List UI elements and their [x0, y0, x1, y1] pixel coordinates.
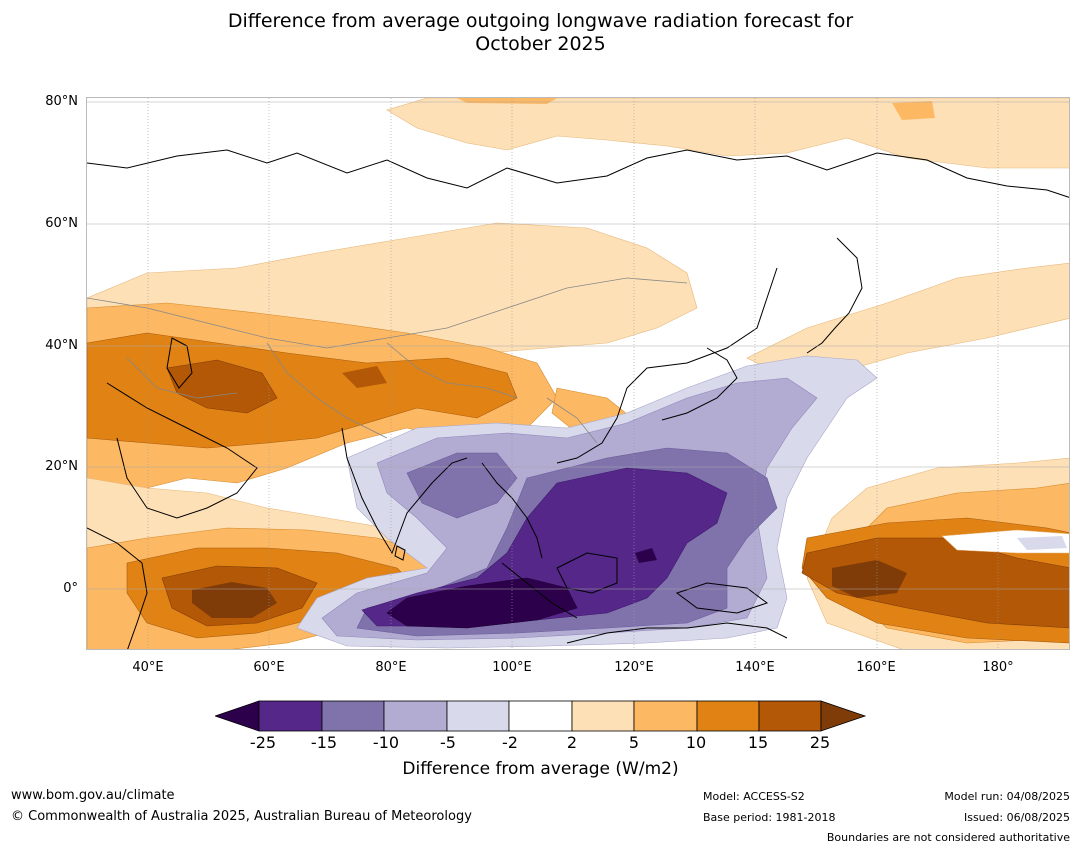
- lat-label-80n: 80°N: [45, 94, 78, 109]
- coast-sri-lanka: [394, 545, 406, 561]
- coast-caspian: [166, 337, 193, 389]
- colorbar-tick-2: 2: [566, 733, 578, 752]
- coastlines: [87, 149, 1069, 649]
- anomaly-map: [87, 98, 1069, 649]
- coast-indochina: [481, 462, 543, 559]
- title-line-1: Difference from average outgoing longwav…: [227, 10, 854, 32]
- anomaly-region-eastern-indian-ocean: [386, 577, 578, 629]
- lat-label-20n: 20°N: [45, 459, 78, 474]
- anomaly-patch-siberia-west: [457, 98, 557, 104]
- anomaly-region-philippine-sea: [406, 452, 518, 519]
- colorbar-tick-neg25: -25: [249, 733, 277, 752]
- colorbar-segment-5: [508, 700, 573, 732]
- lat-label-equator: 0°: [63, 581, 78, 596]
- chart-title: Difference from average outgoing longwav…: [0, 10, 1081, 56]
- colorbar-segment-4: [446, 700, 510, 732]
- lon-label-140e: 140°E: [735, 660, 775, 675]
- lon-label-120e: 120°E: [614, 660, 654, 675]
- colorbar-segment-1: [258, 700, 323, 732]
- colorbar-tick-5: 5: [628, 733, 640, 752]
- lon-label-60e: 60°E: [253, 660, 285, 675]
- colorbar-segment-8: [696, 700, 760, 732]
- lon-label-40e: 40°E: [132, 660, 164, 675]
- colorbar-segment-2: [321, 700, 385, 732]
- footer-issued: Issued: 06/08/2025: [963, 811, 1070, 824]
- map-panel: [86, 97, 1070, 650]
- anomaly-core-central-pacific: [832, 560, 907, 598]
- coast-japan: [661, 347, 738, 421]
- anomaly-patch-tibet-east: [342, 366, 387, 388]
- colorbar-segment-7: [633, 700, 698, 732]
- lon-label-160e: 160°E: [856, 660, 896, 675]
- anomaly-patch-pacific-lilac: [1017, 536, 1067, 550]
- lat-label-40n: 40°N: [45, 338, 78, 353]
- footer-base-period: Base period: 1981-2018: [703, 811, 836, 824]
- colorbar-label: Difference from average (W/m2): [402, 759, 679, 779]
- colorbar-segment-9: [758, 700, 822, 732]
- footer-disclaimer: Boundaries are not considered authoritat…: [826, 831, 1070, 844]
- lon-label-180: 180°: [982, 660, 1014, 675]
- anomaly-patch-siberia-east: [892, 101, 935, 120]
- title-line-2: October 2025: [475, 33, 606, 55]
- coast-east-asia: [556, 267, 778, 464]
- footer-model-run: Model run: 04/08/2025: [944, 790, 1070, 803]
- colorbar-upper-extension: [820, 700, 867, 732]
- anomaly-core-western-indian-ocean: [192, 582, 277, 618]
- coast-arabia: [106, 382, 258, 519]
- footer-model: Model: ACCESS-S2: [703, 790, 805, 803]
- colorbar-lower-extension: [215, 700, 260, 732]
- colorbar-tick-25: 25: [809, 733, 831, 752]
- colorbar-segment-6: [571, 700, 635, 732]
- lat-label-60n: 60°N: [45, 216, 78, 231]
- colorbar-tick-neg10: -10: [372, 733, 400, 752]
- colorbar: [215, 700, 867, 732]
- colorbar-tick-neg15: -15: [310, 733, 338, 752]
- anomaly-region-central-pacific: [801, 537, 1069, 629]
- coast-africa-east: [87, 527, 148, 649]
- anomaly-region-northern-siberia: [386, 98, 1069, 169]
- colorbar-segment-3: [383, 700, 448, 732]
- latitude-lines: [87, 101, 1069, 590]
- coast-sumatra: [501, 562, 578, 619]
- coast-kamchatka: [806, 237, 863, 354]
- colorbar-tick-15: 15: [747, 733, 769, 752]
- coast-borneo: [556, 552, 618, 594]
- anomaly-patch-celebes: [635, 548, 657, 563]
- coast-india: [341, 427, 468, 555]
- anomaly-region-maritime-continent: [361, 467, 728, 627]
- graticule: [147, 98, 999, 649]
- lon-label-100e: 100°E: [492, 660, 532, 675]
- footer-url[interactable]: www.bom.gov.au/climate: [11, 788, 175, 803]
- anomaly-region-tibetan-plateau: [166, 359, 278, 414]
- coast-siberia: [87, 149, 1069, 198]
- country-borders: [87, 277, 688, 444]
- colorbar-tick-neg5: -5: [440, 733, 456, 752]
- coast-australia-north: [566, 622, 788, 644]
- colorbar-tick-neg2: -2: [502, 733, 518, 752]
- footer-copyright: © Commonwealth of Australia 2025, Austra…: [11, 809, 472, 824]
- coast-new-guinea: [675, 582, 769, 614]
- colorbar-tick-10: 10: [685, 733, 707, 752]
- lon-label-80e: 80°E: [375, 660, 407, 675]
